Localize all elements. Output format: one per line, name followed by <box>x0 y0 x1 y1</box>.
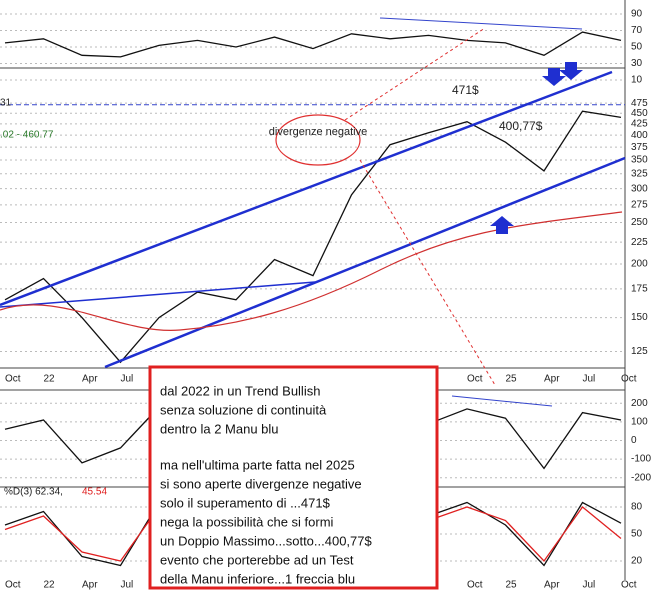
note-line: dal 2022 in un Trend Bullish <box>160 383 320 398</box>
left-level: 31 <box>0 98 12 109</box>
note-box: dal 2022 in un Trend Bullish senza soluz… <box>148 365 439 590</box>
price-header: .02 - 460.77 <box>0 130 54 141</box>
y-tick-label: 50 <box>631 529 643 540</box>
x-tick-label: Oct <box>5 580 21 591</box>
note-line: un Doppio Massimo...sotto...400,77$ <box>160 533 373 548</box>
note-line: senza soluzione di continuità <box>160 402 327 417</box>
x-tick-label: 25 <box>506 374 518 385</box>
x-tick-label: Oct <box>5 374 21 385</box>
x-tick-label: Jul <box>583 374 596 385</box>
y-tick-label: 20 <box>631 556 643 567</box>
note-line: solo il superamento di ...471$ <box>160 495 331 510</box>
y-tick-label: 450 <box>631 108 648 119</box>
x-tick-label: Oct <box>467 374 483 385</box>
x-tick-label: Jul <box>121 374 134 385</box>
y-tick-label: 225 <box>631 237 648 248</box>
drawings <box>0 17 626 407</box>
y-tick-label: -200 <box>631 472 651 483</box>
x-tick-label: Apr <box>544 580 560 591</box>
x-tick-label: Oct <box>467 580 483 591</box>
x-tick-label: Oct <box>621 580 637 591</box>
y-tick-label: 200 <box>631 259 648 270</box>
support-label: 400,77$ <box>499 119 543 133</box>
stoch-header-red: 45.54 <box>82 487 107 498</box>
annotation: divergenze negative <box>269 126 367 138</box>
y-tick-label: 250 <box>631 217 648 228</box>
y-tick-label: 125 <box>631 346 648 357</box>
y-tick-label: 375 <box>631 142 648 153</box>
x-tick-label: Apr <box>544 374 560 385</box>
y-tick-label: 100 <box>631 417 648 428</box>
data-line <box>4 31 622 58</box>
y-tick-label: 50 <box>631 42 643 53</box>
x-tick-label: Apr <box>82 374 98 385</box>
y-tick-label: 325 <box>631 168 648 179</box>
y-tick-label: 275 <box>631 199 648 210</box>
x-tick-label: Oct <box>621 374 637 385</box>
data-line <box>4 110 622 364</box>
y-tick-label: 0 <box>631 435 637 446</box>
x-tick-label: Apr <box>82 580 98 591</box>
y-tick-label: 150 <box>631 312 648 323</box>
x-tick-label: 22 <box>44 580 56 591</box>
x-tick-label: 25 <box>506 580 518 591</box>
y-tick-label: 80 <box>631 502 643 513</box>
y-tick-label: 400 <box>631 130 648 141</box>
y-tick-label: 70 <box>631 25 643 36</box>
note-line: nega la possibilità che si formi <box>160 514 334 529</box>
level-label: 471$ <box>452 83 479 97</box>
x-tick-label: Jul <box>583 580 596 591</box>
y-tick-label: 10 <box>631 75 643 86</box>
y-tick-label: 175 <box>631 284 648 295</box>
y-tick-label: -100 <box>631 454 651 465</box>
y-tick-label: 350 <box>631 155 648 166</box>
y-tick-label: 90 <box>631 9 643 20</box>
note-line: evento che porterebbe ad un Test <box>160 552 354 567</box>
note-line: dentro la 2 Manu blu <box>160 421 279 436</box>
note-line: si sono aperte divergenze negative <box>160 476 362 491</box>
y-tick-label: 200 <box>631 398 648 409</box>
x-tick-label: 22 <box>44 374 56 385</box>
note-line: della Manu inferiore...1 freccia blu <box>160 571 355 586</box>
stoch-header: %D(3) 62.34, <box>4 487 63 498</box>
y-tick-label: 425 <box>631 118 648 129</box>
note-line: ma nell'ultima parte fatta nel 2025 <box>160 457 355 472</box>
x-tick-label: Jul <box>121 580 134 591</box>
y-tick-label: 30 <box>631 58 643 69</box>
y-tick-label: 300 <box>631 183 648 194</box>
y-tick-label: 475 <box>631 98 648 109</box>
